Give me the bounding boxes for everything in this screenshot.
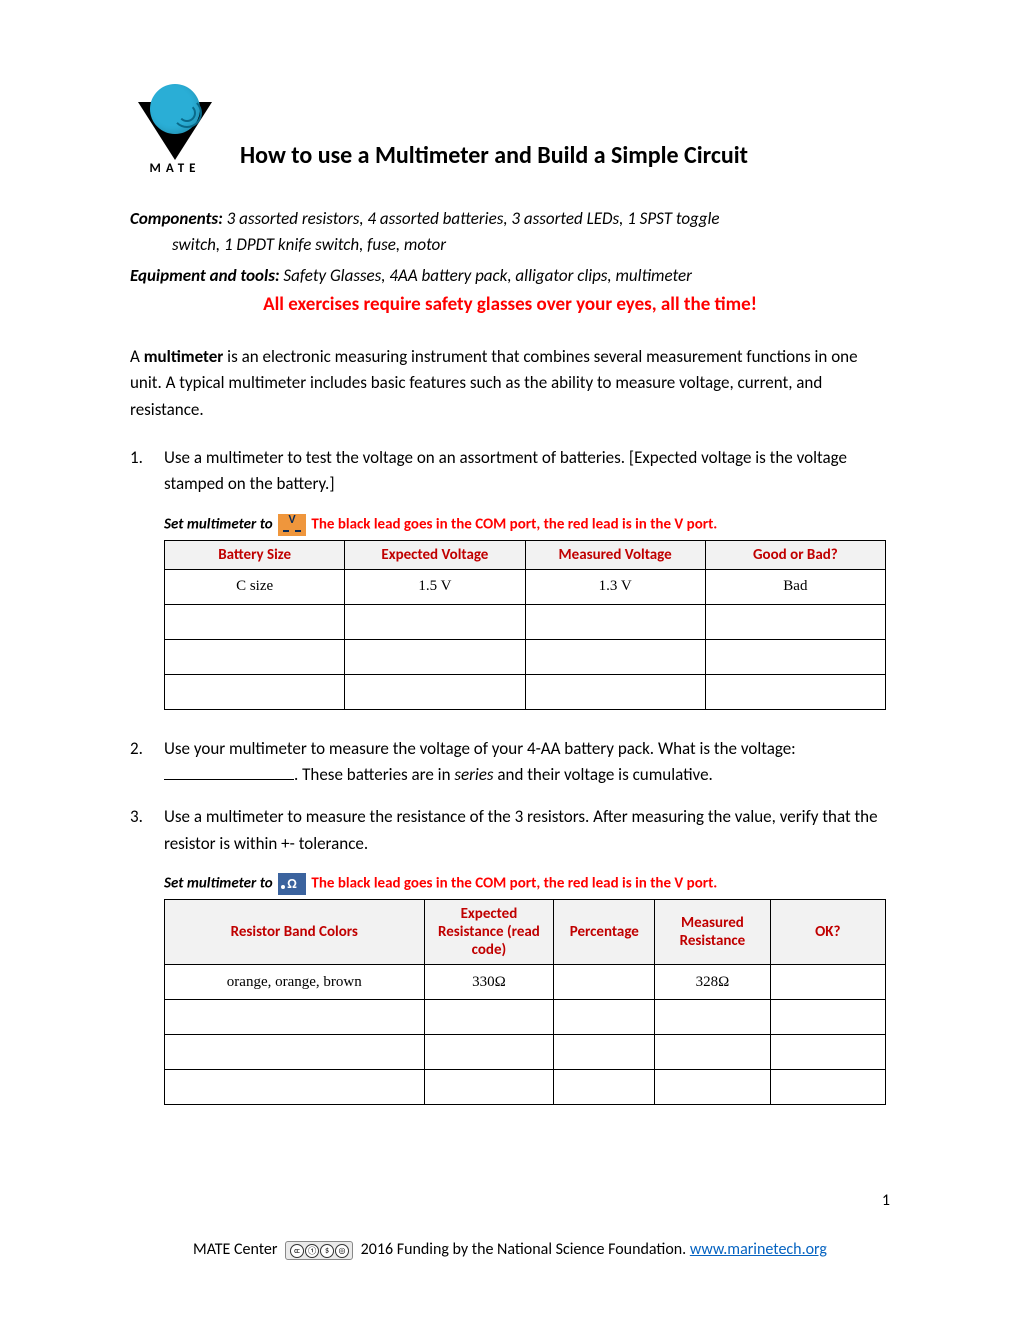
t1-h2: Measured Voltage bbox=[525, 540, 705, 569]
t2-h3: Measured Resistance bbox=[655, 900, 770, 965]
table-row: orange, orange, brown 330Ω 328Ω bbox=[165, 965, 886, 1000]
t2-h0: Resistor Band Colors bbox=[165, 900, 425, 965]
step-1-text: Use a multimeter to test the voltage on … bbox=[164, 445, 890, 498]
s2-pre: Use your multimeter to measure the volta… bbox=[164, 738, 796, 759]
footer-org: MATE Center bbox=[193, 1240, 281, 1259]
t2-r0c4 bbox=[770, 965, 885, 1000]
step-2-text: Use your multimeter to measure the volta… bbox=[164, 736, 890, 789]
s2-posta: . These batteries are in bbox=[294, 764, 454, 785]
footer: MATE Center cc①$◎ 2016 Funding by the Na… bbox=[0, 1240, 1020, 1260]
step-1: 1. Use a multimeter to test the voltage … bbox=[130, 445, 890, 498]
components-label: Components: bbox=[130, 208, 223, 229]
equipment-line: Equipment and tools: Safety Glasses, 4AA… bbox=[130, 263, 890, 289]
t1-h3: Good or Bad? bbox=[705, 540, 885, 569]
t2-h1: Expected Resistance (read code) bbox=[424, 900, 554, 965]
set-multimeter-voltage: Set multimeter to The black lead goes in… bbox=[164, 514, 890, 536]
equipment-label: Equipment and tools: bbox=[130, 265, 280, 286]
table-row bbox=[165, 674, 886, 709]
t2-r0c2 bbox=[554, 965, 655, 1000]
set-red-1: The black lead goes in the COM port, the… bbox=[308, 515, 717, 533]
t1-r0c2: 1.3 V bbox=[525, 569, 705, 604]
battery-table: Battery Size Expected Voltage Measured V… bbox=[164, 540, 886, 710]
table-row bbox=[165, 604, 886, 639]
intro-paragraph: A multimeter is an electronic measuring … bbox=[130, 344, 890, 423]
equipment-text: Safety Glasses, 4AA battery pack, alliga… bbox=[280, 265, 692, 286]
t2-r0c0: orange, orange, brown bbox=[165, 965, 425, 1000]
set-lead-1: Set multimeter to bbox=[164, 515, 276, 533]
t1-r0c3: Bad bbox=[705, 569, 885, 604]
set-multimeter-resistance: Set multimeter to Ω The black lead goes … bbox=[164, 873, 890, 895]
step-2: 2. Use your multimeter to measure the vo… bbox=[130, 736, 890, 789]
t2-h2: Percentage bbox=[554, 900, 655, 965]
table-header-row: Battery Size Expected Voltage Measured V… bbox=[165, 540, 886, 569]
t2-r0c1: 330Ω bbox=[424, 965, 554, 1000]
table-row: C size 1.5 V 1.3 V Bad bbox=[165, 569, 886, 604]
t1-h0: Battery Size bbox=[165, 540, 345, 569]
blank-field[interactable] bbox=[164, 765, 294, 780]
safety-warning: All exercises require safety glasses ove… bbox=[130, 293, 890, 316]
set-red-2: The black lead goes in the COM port, the… bbox=[308, 875, 717, 893]
components-text-1: 3 assorted resistors, 4 assorted batteri… bbox=[223, 208, 720, 229]
footer-year: 2016 Funding by the National Science Fou… bbox=[357, 1240, 690, 1259]
set-lead-2: Set multimeter to bbox=[164, 875, 276, 893]
intro-bold: multimeter bbox=[144, 346, 224, 367]
page-number: 1 bbox=[882, 1191, 890, 1210]
step-3-number: 3. bbox=[130, 804, 164, 857]
resistor-table: Resistor Band Colors Expected Resistance… bbox=[164, 899, 886, 1105]
t1-r0c1: 1.5 V bbox=[345, 569, 525, 604]
t1-r0c0: C size bbox=[165, 569, 345, 604]
s2-italic: series bbox=[454, 764, 493, 785]
t2-h4: OK? bbox=[770, 900, 885, 965]
table-row bbox=[165, 1035, 886, 1070]
mate-logo: MATE bbox=[130, 80, 220, 176]
page-title: How to use a Multimeter and Build a Simp… bbox=[240, 141, 890, 176]
intro-post: is an electronic measuring instrument th… bbox=[130, 346, 858, 420]
s2-postb: and their voltage is cumulative. bbox=[494, 764, 713, 785]
ohm-icon: Ω bbox=[278, 873, 306, 895]
table-row bbox=[165, 1000, 886, 1035]
logo-badge bbox=[138, 80, 213, 155]
step-1-number: 1. bbox=[130, 445, 164, 498]
table-row bbox=[165, 1070, 886, 1105]
step-3-text: Use a multimeter to measure the resistan… bbox=[164, 804, 890, 857]
t2-r0c3: 328Ω bbox=[655, 965, 770, 1000]
step-2-number: 2. bbox=[130, 736, 164, 789]
components-line: Components: 3 assorted resistors, 4 asso… bbox=[130, 206, 890, 259]
table-header-row: Resistor Band Colors Expected Resistance… bbox=[165, 900, 886, 965]
voltage-icon bbox=[278, 514, 306, 536]
footer-link[interactable]: www.marinetech.org bbox=[690, 1240, 827, 1259]
cc-license-icon: cc①$◎ bbox=[285, 1241, 353, 1260]
table-row bbox=[165, 639, 886, 674]
components-text-2: switch, 1 DPDT knife switch, fuse, motor bbox=[130, 232, 890, 258]
step-3: 3. Use a multimeter to measure the resis… bbox=[130, 804, 890, 857]
logo-text: MATE bbox=[149, 161, 200, 176]
intro-pre: A bbox=[130, 346, 144, 367]
t1-h1: Expected Voltage bbox=[345, 540, 525, 569]
